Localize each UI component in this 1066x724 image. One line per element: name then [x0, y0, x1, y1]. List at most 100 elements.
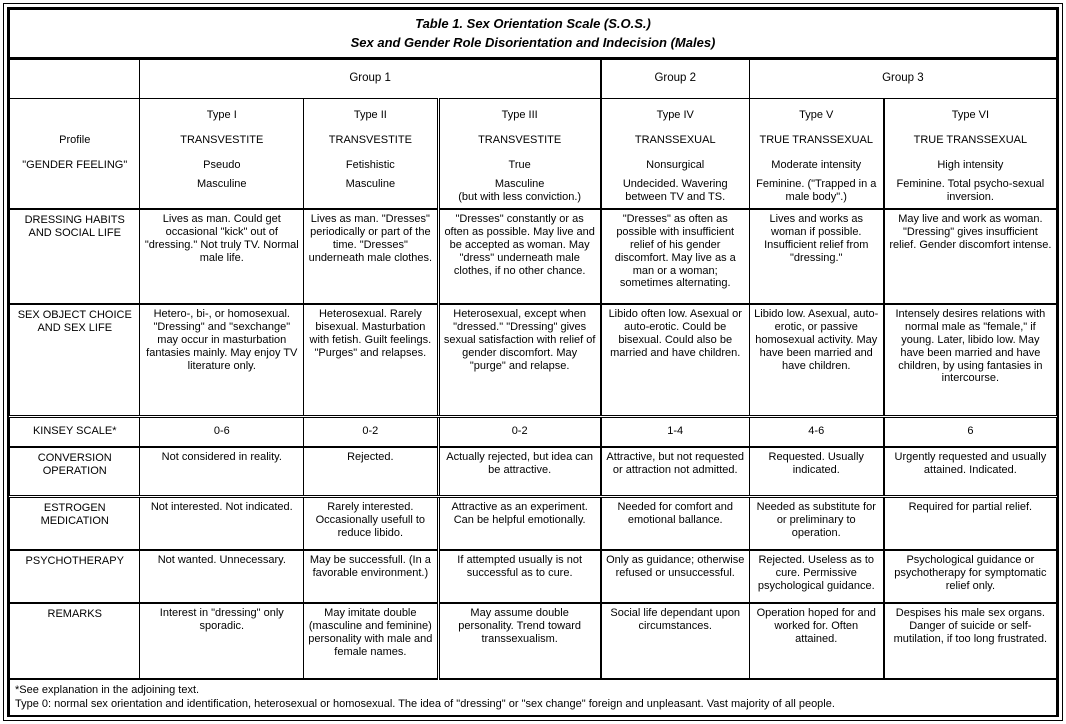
sex-orientation-scale-table: Table 1. Sex Orientation Scale (S.O.S.) …: [9, 9, 1057, 715]
cell-estrogen-type-4: Needed for comfort and emotional ballanc…: [599, 496, 750, 551]
group-header-2: Group 2: [599, 57, 750, 99]
cell-sexobj-type-4: Libido often low. Asexual or auto-erotic…: [599, 303, 750, 419]
row-label-kinsey-scale: KINSEY SCALE*: [9, 416, 141, 448]
type-number: Type V: [799, 108, 834, 121]
cell-remarks-type-4: Social life dependant upon circumstances…: [599, 602, 750, 680]
type-number: Type IV: [656, 108, 694, 121]
cell-sexobj-type-5: Libido low. Asexual, auto-erotic, or pas…: [748, 303, 885, 419]
cell-estrogen-type-5: Needed as substitute for or preliminary …: [748, 496, 885, 551]
cell-kinsey-type-5: 4-6: [748, 416, 885, 448]
type-number: Type II: [353, 108, 387, 121]
type-desc: Masculine: [345, 177, 396, 190]
group-header-1: Group 1: [139, 57, 602, 99]
cell-kinsey-type-6: 6: [882, 416, 1057, 448]
row-label-remarks: REMARKS: [9, 602, 141, 680]
cell-remarks-type-5: Operation hoped for and worked for. Ofte…: [748, 602, 885, 680]
row-estrogen-medication: ESTROGEN MEDICATION Not interested. Not …: [9, 496, 1057, 551]
cell-kinsey-type-1: 0-6: [139, 416, 305, 448]
type-name: TRANSVESTITE: [180, 133, 264, 146]
cell-psychotherapy-type-5: Rejected. Useless as to cure. Permissive…: [748, 549, 885, 604]
cell-estrogen-type-1: Not interested. Not indicated.: [139, 496, 305, 551]
cell-sexobj-type-6: Intensely desires relations with normal …: [882, 303, 1057, 419]
cell-estrogen-type-2: Rarely interested. Occasionally usefull …: [303, 496, 439, 551]
type-subtype: Fetishistic: [345, 158, 395, 171]
cell-dressing-type-2: Lives as man. "Dresses" periodically or …: [303, 208, 439, 305]
row-label-conversion-operation: CONVERSION OPERATION: [9, 446, 141, 499]
row-dressing-habits: DRESSING HABITS AND SOCIAL LIFE Lives as…: [9, 208, 1057, 305]
cell-conversion-type-3: Actually rejected, but idea can be attra…: [436, 446, 602, 499]
type-name: TRUE TRANSSEXUAL: [913, 133, 1028, 146]
type-desc: Feminine. ("Trapped in a male body".): [756, 177, 877, 203]
cell-psychotherapy-type-4: Only as guidance; otherwise refused or u…: [599, 549, 750, 604]
table-title-line2: Sex and Gender Role Disorientation and I…: [350, 34, 716, 50]
row-label-dressing-habits: DRESSING HABITS AND SOCIAL LIFE: [9, 208, 141, 305]
cell-sexobj-type-1: Hetero-, bi-, or homosexual. "Dressing" …: [139, 303, 305, 419]
col-header-type-6: Type VI TRUE TRANSSEXUAL High intensity …: [882, 97, 1057, 210]
footnote-line2: Type 0: normal sex orientation and ident…: [15, 698, 835, 711]
row-label-sex-object: SEX OBJECT CHOICE AND SEX LIFE: [9, 303, 141, 419]
type-subtype: Moderate intensity: [771, 158, 862, 171]
group-header-empty: [9, 57, 141, 99]
type-name: TRANSSEXUAL: [634, 133, 716, 146]
type-subtype: Nonsurgical: [646, 158, 705, 171]
cell-kinsey-type-2: 0-2: [303, 416, 439, 448]
table-title-line1: Table 1. Sex Orientation Scale (S.O.S.): [415, 16, 651, 31]
cell-psychotherapy-type-6: Psychological guidance or psychotherapy …: [882, 549, 1057, 604]
cell-remarks-type-6: Despises his male sex organs. Danger of …: [882, 602, 1057, 680]
type-desc: Masculine (but with less conviction.): [458, 177, 582, 203]
type-subtype: True: [508, 158, 531, 171]
cell-dressing-type-3: "Dresses" constantly or as often as poss…: [436, 208, 602, 305]
type-subtype: Pseudo: [203, 158, 241, 171]
cell-kinsey-type-3: 0-2: [436, 416, 602, 448]
type-desc: Undecided. Wavering between TV and TS.: [622, 177, 728, 203]
gender-feeling-label: "GENDER FEELING": [22, 158, 128, 171]
type-subtype: High intensity: [937, 158, 1004, 171]
cell-estrogen-type-3: Attractive as an experiment. Can be help…: [436, 496, 602, 551]
cell-remarks-type-2: May imitate double (masculine and femini…: [303, 602, 439, 680]
footnote-row: *See explanation in the adjoining text. …: [9, 678, 1057, 715]
row-kinsey-scale: KINSEY SCALE* 0-6 0-2 0-2 1-4 4-6 6: [9, 416, 1057, 448]
cell-remarks-type-3: May assume double personality. Trend tow…: [436, 602, 602, 680]
title-row: Table 1. Sex Orientation Scale (S.O.S.) …: [9, 9, 1057, 60]
cell-dressing-type-4: "Dresses" as often as possible with insu…: [599, 208, 750, 305]
cell-conversion-type-2: Rejected.: [303, 446, 439, 499]
col-header-type-5: Type V TRUE TRANSSEXUAL Moderate intensi…: [748, 97, 885, 210]
type-number: Type I: [206, 108, 237, 121]
col-header-type-2: Type II TRANSVESTITE Fetishistic Masculi…: [303, 97, 439, 210]
cell-estrogen-type-6: Required for partial relief.: [882, 496, 1057, 551]
cell-sexobj-type-3: Heterosexual, except when "dressed." "Dr…: [436, 303, 602, 419]
group-header-row: Group 1 Group 2 Group 3: [9, 57, 1057, 99]
cell-dressing-type-5: Lives and works as woman if possible. In…: [748, 208, 885, 305]
cell-sexobj-type-2: Heterosexual. Rarely bisexual. Masturbat…: [303, 303, 439, 419]
cell-psychotherapy-type-2: May be successfull. (In a favorable envi…: [303, 549, 439, 604]
outer-frame: Table 1. Sex Orientation Scale (S.O.S.) …: [3, 3, 1063, 721]
type-desc: Masculine: [197, 177, 247, 190]
row-label-estrogen-medication: ESTROGEN MEDICATION: [9, 496, 141, 551]
row-conversion-operation: CONVERSION OPERATION Not considered in r…: [9, 446, 1057, 499]
row-psychotherapy: PSYCHOTHERAPY Not wanted. Unnecessary. M…: [9, 549, 1057, 604]
profile-header-row: Profile "GENDER FEELING" Type I TRANSVES…: [9, 97, 1057, 210]
row-sex-object: SEX OBJECT CHOICE AND SEX LIFE Hetero-, …: [9, 303, 1057, 419]
cell-psychotherapy-type-3: If attempted usually is not successful a…: [436, 549, 602, 604]
cell-conversion-type-4: Attractive, but not requested or attract…: [599, 446, 750, 499]
cell-conversion-type-5: Requested. Usually indicated.: [748, 446, 885, 499]
cell-psychotherapy-type-1: Not wanted. Unnecessary.: [139, 549, 305, 604]
row-label-psychotherapy: PSYCHOTHERAPY: [9, 549, 141, 604]
type-number: Type VI: [951, 108, 990, 121]
cell-conversion-type-6: Urgently requested and usually attained.…: [882, 446, 1057, 499]
col-header-type-1: Type I TRANSVESTITE Pseudo Masculine: [139, 97, 305, 210]
cell-remarks-type-1: Interest in "dressing" only sporadic.: [139, 602, 305, 680]
cell-kinsey-type-4: 1-4: [599, 416, 750, 448]
type-number: Type III: [501, 108, 538, 121]
cell-dressing-type-1: Lives as man. Could get occasional "kick…: [139, 208, 305, 305]
footnote-cell: *See explanation in the adjoining text. …: [9, 678, 1057, 715]
group-header-3: Group 3: [748, 57, 1057, 99]
inner-frame: Table 1. Sex Orientation Scale (S.O.S.) …: [7, 7, 1059, 717]
table-title: Table 1. Sex Orientation Scale (S.O.S.) …: [9, 9, 1057, 60]
profile-label-cell: Profile "GENDER FEELING": [9, 97, 141, 210]
profile-label: Profile: [59, 133, 91, 146]
type-desc: Feminine. Total psycho-sexual inversion.: [896, 177, 1045, 203]
col-header-type-4: Type IV TRANSSEXUAL Nonsurgical Undecide…: [599, 97, 750, 210]
type-name: TRUE TRANSSEXUAL: [759, 133, 874, 146]
